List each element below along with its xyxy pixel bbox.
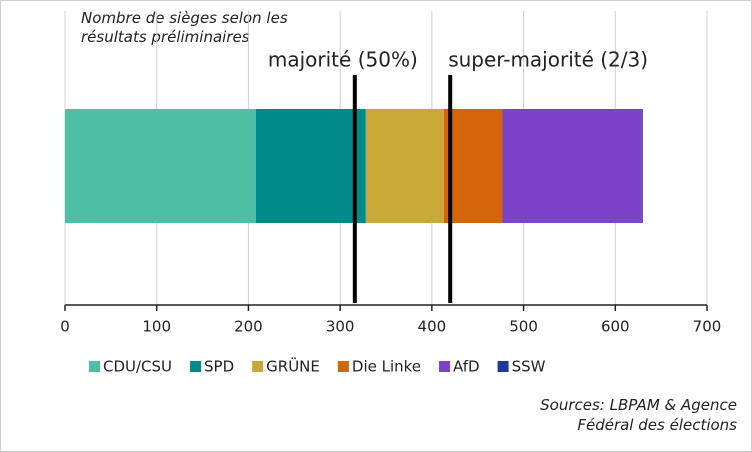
- legend-swatch: [252, 361, 264, 372]
- x-tick-label: 0: [60, 318, 70, 336]
- x-tick-label: 100: [142, 318, 171, 336]
- legend-label: GRÜNE: [266, 357, 320, 376]
- bar-segment: [443, 109, 503, 223]
- reference-label: majorité (50%): [268, 48, 418, 72]
- bar-segment: [641, 109, 643, 223]
- bar-segment: [365, 109, 444, 223]
- legend-swatch: [497, 361, 509, 372]
- legend-label: SSW: [512, 358, 546, 376]
- bar-segment: [65, 109, 256, 223]
- legend-label: SPD: [204, 358, 234, 376]
- legend-label: CDU/CSU: [103, 358, 172, 376]
- legend-label: AfD: [453, 358, 480, 376]
- legend-swatch: [439, 361, 451, 372]
- x-tick-label: 700: [693, 318, 722, 336]
- chart-title: Nombre de sièges selon les résultats pré…: [81, 9, 288, 46]
- source-note: Sources: LBPAM & Agence Fédéral des élec…: [540, 396, 737, 434]
- x-tick-label: 400: [418, 318, 447, 336]
- bar-segment: [502, 109, 642, 223]
- x-tick-label: 500: [509, 318, 538, 336]
- legend-swatch: [190, 361, 202, 372]
- reference-label: super-majorité (2/3): [448, 48, 648, 72]
- bar-segment: [255, 109, 366, 223]
- legend-swatch: [89, 361, 100, 372]
- legend-swatch: [337, 361, 349, 372]
- x-tick-label: 200: [234, 318, 263, 336]
- legend-label: Die Linke: [352, 358, 421, 376]
- x-tick-label: 300: [326, 318, 355, 336]
- x-tick-label: 600: [601, 318, 630, 336]
